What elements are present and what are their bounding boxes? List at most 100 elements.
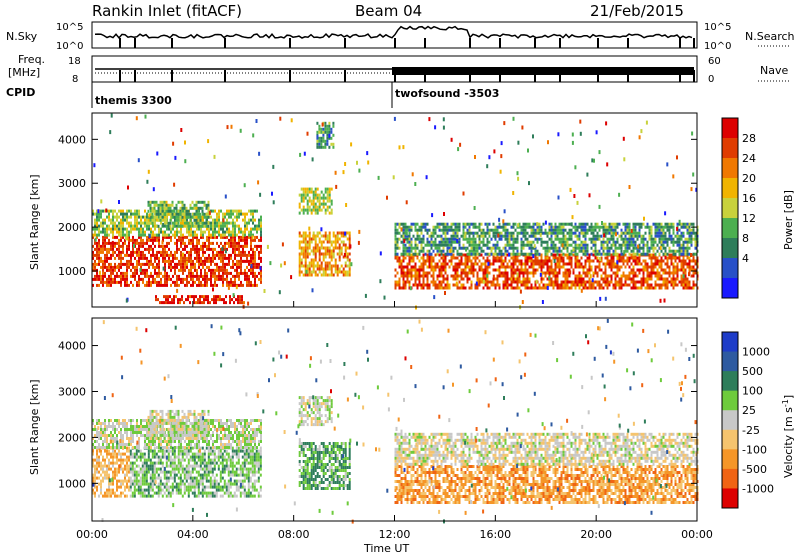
heatmap-cell: [481, 266, 483, 269]
heatmap-cell: [557, 229, 559, 232]
heatmap-cell: [305, 244, 307, 247]
heatmap-cell: [152, 210, 154, 213]
heatmap-cell: [106, 225, 108, 228]
heatmap-cell: [299, 262, 301, 265]
heatmap-cell: [114, 242, 116, 245]
heatmap-cell: [156, 234, 158, 237]
heatmap-cell: [122, 257, 124, 260]
heatmap-cell: [529, 272, 531, 275]
heatmap-cell: [635, 235, 637, 238]
heatmap-cell: [206, 248, 208, 251]
heatmap-cell: [615, 229, 617, 232]
heatmap-cell: [611, 263, 613, 266]
heatmap-cell: [673, 284, 675, 287]
heatmap-cell: [335, 171, 337, 175]
heatmap-cell: [437, 235, 439, 238]
heatmap-cell: [537, 232, 539, 235]
heatmap-cell: [237, 301, 239, 304]
heatmap-cell: [558, 196, 560, 200]
heatmap-cell: [593, 275, 595, 278]
heatmap-cell: [130, 213, 132, 216]
heatmap-cell: [485, 269, 487, 272]
heatmap-cell: [202, 275, 204, 278]
heatmap-cell: [423, 247, 425, 250]
heatmap-cell: [240, 213, 242, 216]
heatmap-cell: [565, 269, 567, 272]
heatmap-cell: [224, 245, 226, 248]
heatmap-cell: [511, 284, 513, 287]
heatmap-cell: [509, 284, 511, 287]
heatmap-cell: [331, 200, 333, 203]
heatmap-cell: [210, 284, 212, 287]
heatmap-cell: [639, 223, 641, 226]
heatmap-cell: [124, 242, 126, 245]
heatmap-cell: [505, 223, 507, 226]
heatmap-cell: [565, 223, 567, 226]
heatmap-cell: [599, 287, 601, 290]
heatmap-cell: [431, 269, 433, 272]
heatmap-cell: [563, 272, 565, 275]
heatmap-cell: [244, 245, 246, 248]
heatmap-cell: [96, 254, 98, 257]
heatmap-cell: [194, 269, 196, 272]
heatmap-cell: [459, 247, 461, 250]
heatmap-cell: [443, 287, 445, 290]
heatmap-cell: [547, 241, 549, 244]
heatmap-cell: [661, 226, 663, 229]
heatmap-cell: [607, 232, 609, 235]
heatmap-cell: [238, 210, 240, 213]
heatmap-cell: [671, 235, 673, 238]
heatmap-cell: [515, 263, 517, 266]
heatmap-cell: [561, 266, 563, 269]
heatmap-cell: [102, 219, 104, 222]
heatmap-cell: [609, 232, 611, 235]
heatmap-cell: [112, 245, 114, 248]
heatmap-cell: [124, 219, 126, 222]
heatmap-cell: [258, 239, 260, 242]
heatmap-cell: [661, 257, 663, 260]
heatmap-cell: [136, 242, 138, 245]
heatmap-cell: [649, 275, 651, 278]
heatmap-cell: [393, 175, 395, 179]
heatmap-cell: [439, 281, 441, 284]
heatmap-cell: [545, 241, 547, 244]
heatmap-cell: [150, 219, 152, 222]
heatmap-cell: [200, 263, 202, 266]
heatmap-cell: [555, 284, 557, 287]
heatmap-cell: [321, 253, 323, 256]
heatmap-cell: [226, 284, 228, 287]
heatmap-cell: [397, 260, 399, 263]
heatmap-cell: [461, 260, 463, 263]
heatmap-cell: [607, 281, 609, 284]
heatmap-cell: [323, 271, 325, 274]
heatmap-cell: [475, 287, 477, 290]
heatmap-cell: [449, 249, 451, 253]
heatmap-cell: [419, 260, 421, 263]
heatmap-cell: [511, 244, 513, 247]
heatmap-cell: [423, 257, 425, 260]
heatmap-cell: [216, 236, 218, 239]
heatmap-cell: [477, 232, 479, 235]
heatmap-cell: [331, 274, 333, 277]
heatmap-cell: [513, 275, 515, 278]
heatmap-cell: [493, 247, 495, 250]
heatmap-cell: [188, 225, 190, 228]
heatmap-cell: [693, 284, 695, 287]
heatmap-cell: [557, 258, 559, 262]
heatmap-cell: [513, 235, 515, 238]
heatmap-cell: [525, 244, 527, 247]
heatmap-cell: [439, 284, 441, 287]
heatmap-cell: [104, 263, 106, 266]
heatmap-cell: [260, 257, 262, 260]
heatmap-cell: [677, 241, 679, 244]
heatmap-cell: [318, 140, 320, 143]
heatmap-cell: [112, 222, 114, 225]
heatmap-cell: [110, 284, 112, 287]
heatmap-cell: [196, 228, 198, 231]
heatmap-cell: [108, 242, 110, 245]
heatmap-cell: [164, 284, 166, 287]
heatmap-cell: [148, 251, 150, 254]
heatmap-cell: [627, 250, 629, 253]
heatmap-cell: [170, 236, 172, 239]
heatmap-cell: [531, 287, 533, 290]
